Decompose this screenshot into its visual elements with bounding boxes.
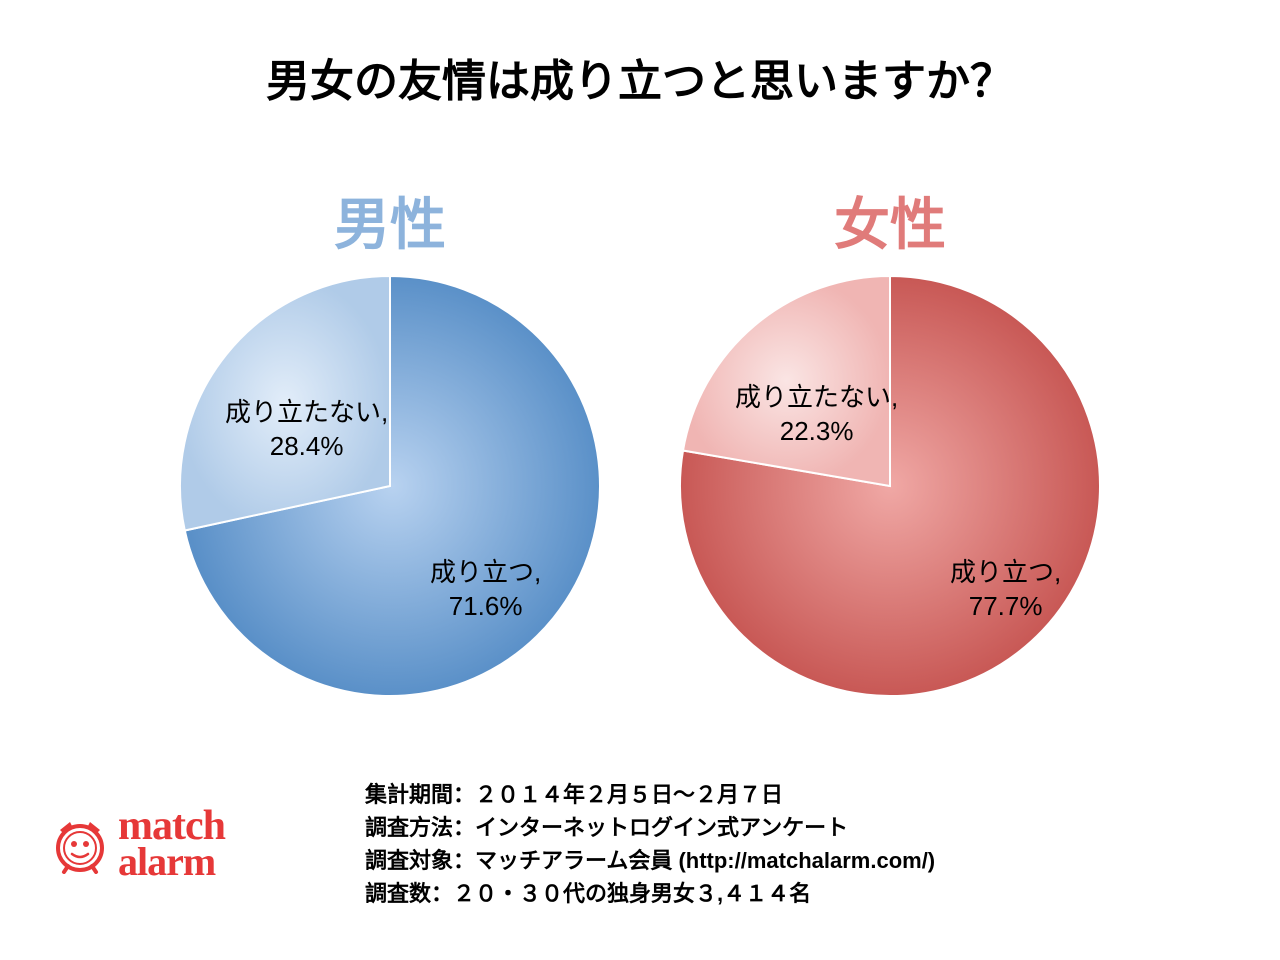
logo: match alarm: [50, 809, 225, 879]
male-pie-slices: [180, 276, 600, 696]
footer: match alarm 集計期間：２０１４年２月５日～２月７日 調査方法：インタ…: [0, 778, 1280, 910]
charts-container: 男性 成り立つ, 71.6%: [0, 180, 1280, 711]
logo-text-bottom: alarm: [118, 845, 215, 879]
female-label: 女性: [834, 180, 946, 261]
survey-method: 調査方法：インターネットログイン式アンケート: [365, 811, 935, 844]
male-label: 男性: [334, 180, 446, 261]
male-chart-wrapper: 男性 成り立つ, 71.6%: [170, 180, 610, 711]
female-slice1-label: 成り立つ, 77.7%: [950, 556, 1061, 624]
female-chart-wrapper: 女性 成り立つ, 77.7%: [670, 180, 1110, 711]
female-pie-slices: [680, 276, 1100, 696]
female-slice2-label: 成り立たない, 22.3%: [735, 381, 898, 449]
survey-info: 集計期間：２０１４年２月５日～２月７日 調査方法：インターネットログイン式アンケ…: [365, 778, 935, 910]
chart-title: 男女の友情は成り立つと思いますか？: [0, 45, 1280, 109]
logo-text: match alarm: [118, 809, 225, 879]
survey-count: 調査数：２０・３０代の独身男女３,４１４名: [365, 877, 935, 910]
male-pie-chart: [170, 266, 610, 706]
male-slice2-label: 成り立たない, 28.4%: [225, 396, 388, 464]
survey-period: 集計期間：２０１４年２月５日～２月７日: [365, 778, 935, 811]
alarm-clock-icon: [50, 814, 110, 874]
female-pie-chart: [670, 266, 1110, 706]
male-slice1-label: 成り立つ, 71.6%: [430, 556, 541, 624]
survey-target: 調査対象：マッチアラーム会員 (http://matchalarm.com/): [365, 844, 935, 877]
